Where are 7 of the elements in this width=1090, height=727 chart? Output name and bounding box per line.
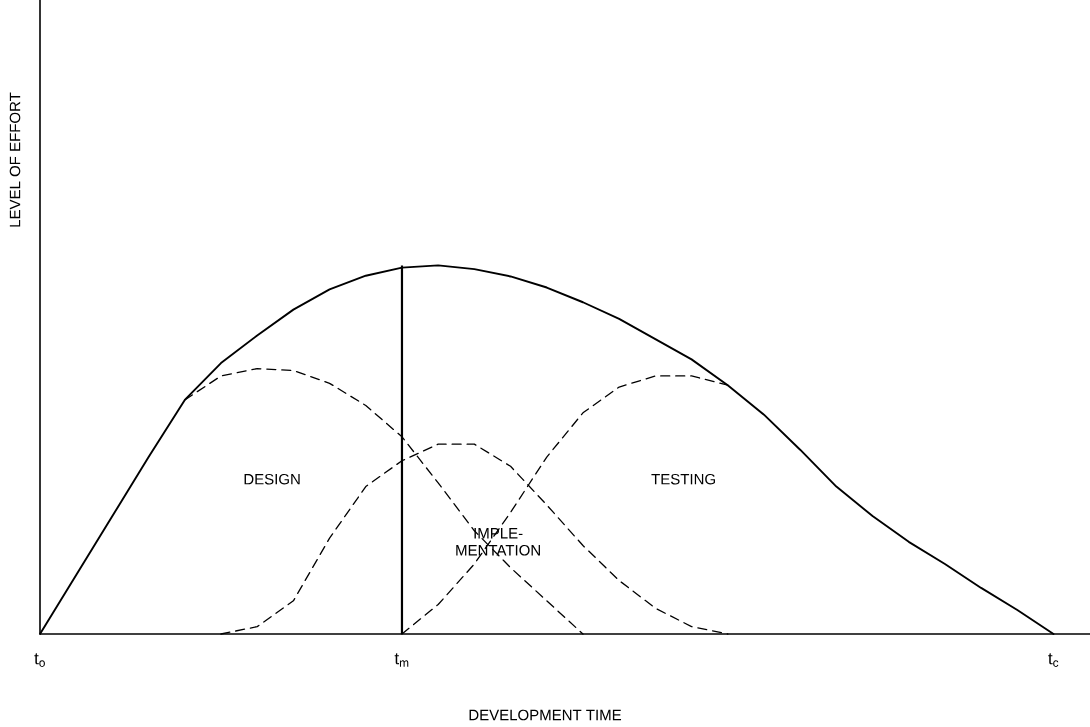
y-axis-title: LEVEL OF EFFORT bbox=[9, 92, 21, 227]
x-tick-label: t$_{o}$ bbox=[34, 653, 45, 667]
x-tick-label: t$_{c}$ bbox=[1048, 653, 1059, 667]
annotation: DESIGN bbox=[244, 473, 300, 485]
x-axis-title: DEVELOPMENT TIME bbox=[469, 709, 622, 721]
annotation: TESTING bbox=[651, 473, 715, 485]
x-tick-label: t$_{m}$ bbox=[394, 653, 409, 667]
